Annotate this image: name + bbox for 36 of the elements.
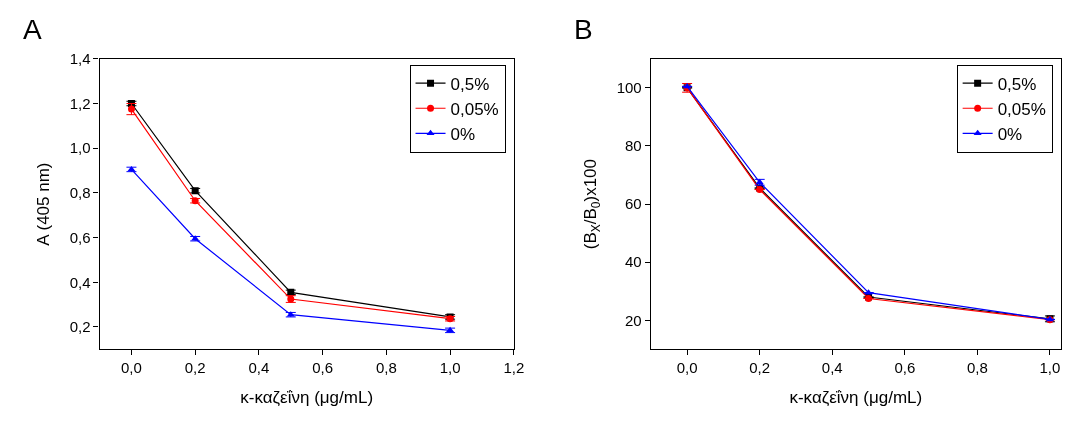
x-tick-label: 0,8 [966, 359, 988, 377]
legend-label: 0,05% [450, 99, 499, 119]
x-tick-label: 0,2 [749, 359, 771, 377]
legend-label: 0,5% [997, 74, 1037, 94]
x-tick-label: 0,0 [121, 359, 142, 377]
x-tick-label: 0,4 [821, 359, 843, 377]
x-axis-title: κ-καζεΐνη (μg/mL) [240, 387, 374, 407]
y-tick-label: 80 [625, 137, 642, 155]
chart-title: B [574, 14, 593, 45]
x-tick-label: 0,8 [375, 359, 397, 377]
x-axis-title: κ-καζεΐνη (μg/mL) [789, 387, 923, 407]
y-tick-label: 0,2 [69, 318, 91, 336]
x-tick-label: 0,0 [676, 359, 698, 377]
y-tick-label: 0,4 [69, 273, 91, 291]
x-tick-label: 1,0 [1039, 359, 1061, 377]
legend-label: 0% [450, 124, 476, 144]
y-tick-label: 0,6 [69, 228, 91, 246]
legend-label: 0,05% [997, 99, 1046, 119]
y-tick-label: 1,0 [69, 139, 91, 157]
x-tick-label: 1,2 [503, 359, 525, 377]
x-tick-label: 0,2 [184, 359, 206, 377]
y-tick-label: 100 [616, 79, 642, 97]
legend-label: 0% [997, 124, 1023, 144]
chart-title: A [23, 14, 42, 45]
legend-label: 0,5% [450, 74, 490, 94]
y-tick-label: 1,4 [69, 50, 91, 68]
y-tick-label: 60 [625, 195, 642, 213]
y-tick-label: 40 [625, 253, 642, 271]
y-axis-title: A (405 nm) [34, 162, 54, 246]
y-tick-label: 1,2 [69, 94, 91, 112]
x-tick-label: 1,0 [439, 359, 461, 377]
y-tick-label: 0,8 [69, 184, 91, 202]
x-tick-label: 0,6 [894, 359, 916, 377]
x-tick-label: 0,4 [248, 359, 270, 377]
x-tick-label: 0,6 [312, 359, 334, 377]
y-tick-label: 20 [625, 311, 642, 329]
